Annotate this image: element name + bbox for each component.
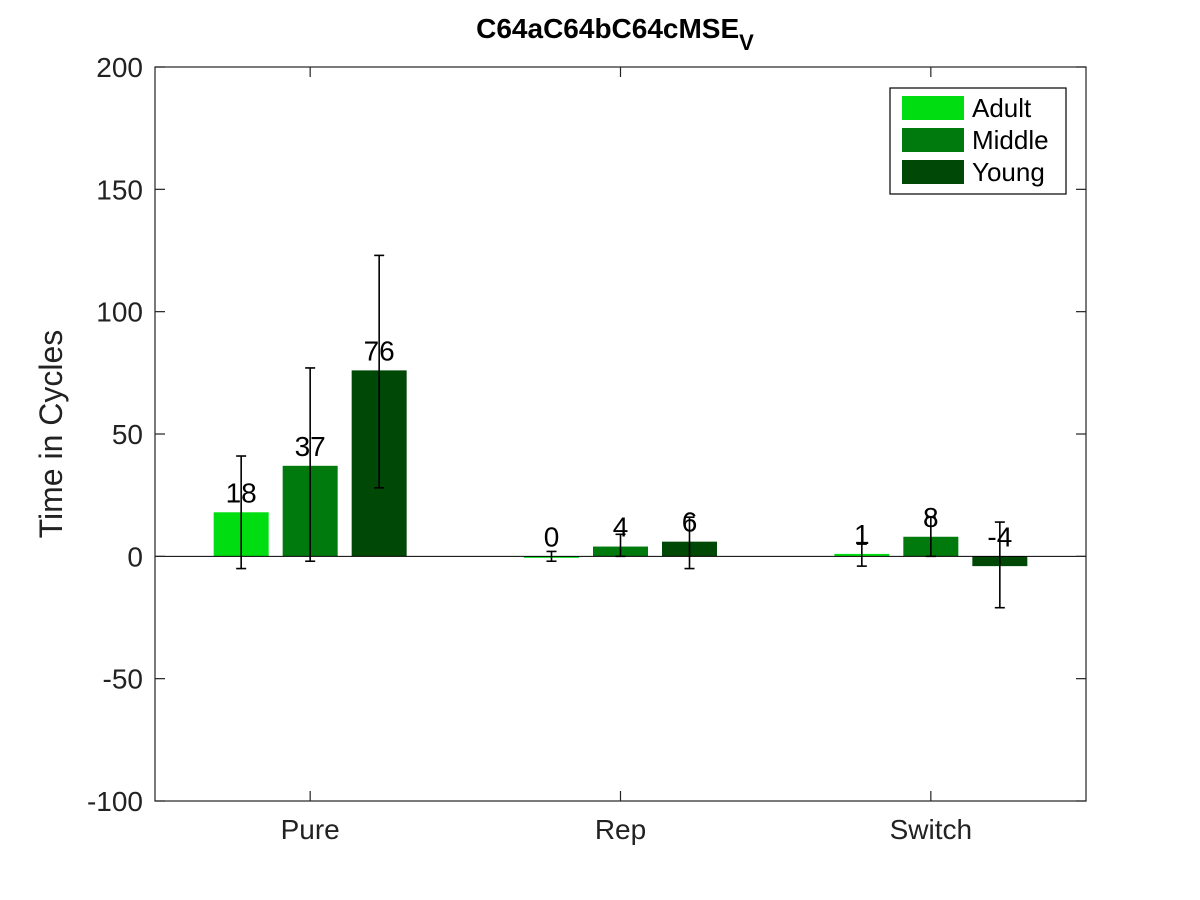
error-bar-young-switch [994, 521, 1005, 609]
error-bar-adult-switch [856, 543, 867, 567]
y-tick-label: 0 [127, 541, 143, 572]
error-bar-young-rep [684, 516, 695, 570]
y-tick-label: 150 [96, 174, 143, 205]
legend-swatch-middle [902, 128, 964, 152]
error-bar-adult-pure [236, 455, 247, 570]
y-tick-label: -50 [103, 664, 143, 695]
y-tick-label: 200 [96, 52, 143, 83]
legend-label-young: Young [972, 157, 1045, 187]
data-label-adult-switch: 1 [854, 519, 870, 550]
data-label-middle-switch: 8 [923, 502, 939, 533]
error-bar-middle-pure [305, 367, 316, 563]
data-label-young-rep: 6 [682, 507, 698, 538]
data-label-adult-rep: 0 [544, 521, 560, 552]
y-tick-label: 50 [112, 419, 143, 450]
legend-swatch-adult [902, 96, 964, 120]
data-label-middle-rep: 4 [613, 512, 629, 543]
x-tick-label-pure: Pure [281, 814, 340, 845]
data-label-adult-pure: 18 [226, 477, 257, 508]
chart-title: C64aC64bC64cMSEV [476, 13, 754, 55]
data-label-young-switch: -4 [987, 521, 1012, 552]
plot-area: 18 0 1 37 4 8 76 6 -4 -100 -50 0 50 100 150 200 Pure Rep S… [87, 52, 1087, 845]
x-tick-label-rep: Rep [595, 814, 646, 845]
error-bar-young-pure [374, 254, 385, 489]
legend-label-middle: Middle [972, 125, 1049, 155]
legend-swatch-young [902, 160, 964, 184]
y-axis-label: Time in Cycles [33, 330, 69, 539]
data-label-young-pure: 76 [364, 335, 395, 366]
x-tick-label-switch: Switch [890, 814, 972, 845]
data-label-middle-pure: 37 [295, 431, 326, 462]
y-tick-label: 100 [96, 297, 143, 328]
legend-label-adult: Adult [972, 93, 1032, 123]
chart-title-subscript: V [739, 30, 754, 55]
y-tick-label: -100 [87, 786, 143, 817]
